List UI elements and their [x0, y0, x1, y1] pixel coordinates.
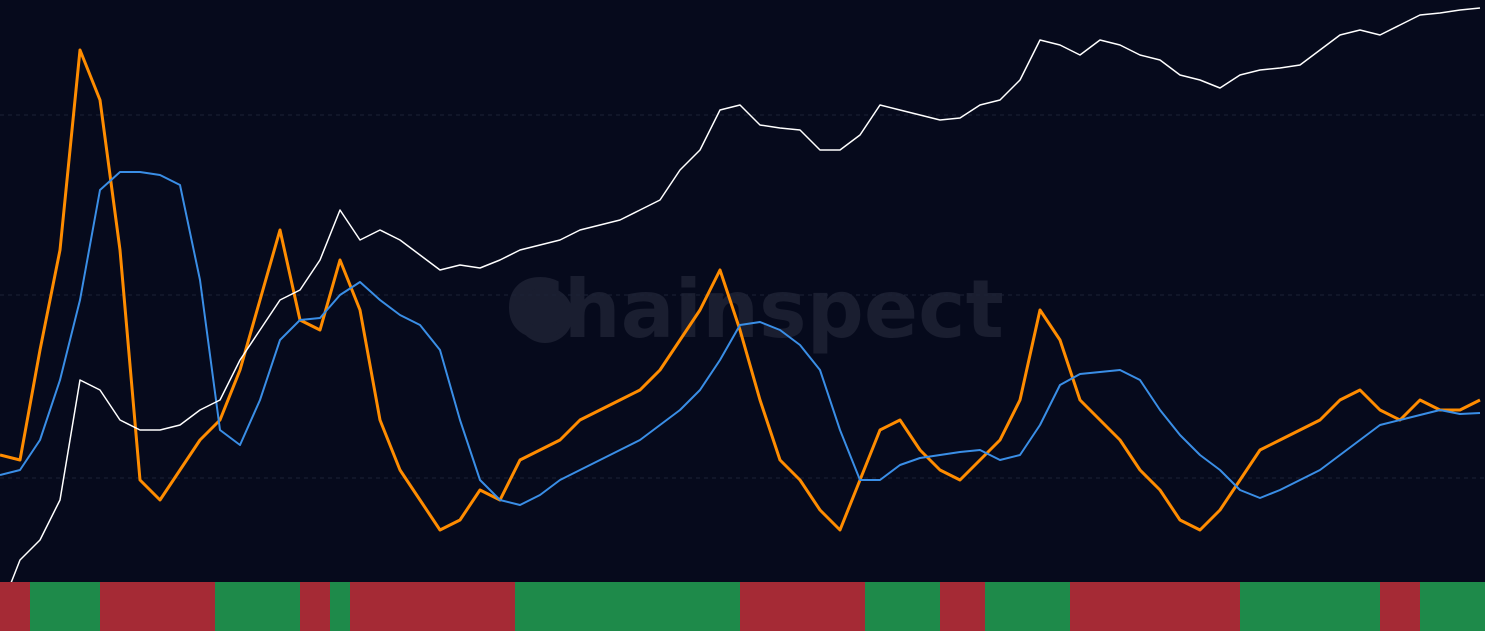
regime-segment: [30, 582, 100, 631]
regime-segment: [515, 582, 740, 631]
series-line: [0, 171, 1481, 506]
series-line: [0, 7, 1481, 612]
regime-segment: [940, 582, 985, 631]
regime-segment: [1240, 582, 1380, 631]
regime-segment: [350, 582, 515, 631]
regime-segment: [300, 582, 330, 631]
regime-segment: [330, 582, 350, 631]
regime-segment: [1420, 582, 1485, 631]
regime-segment: [100, 582, 215, 631]
regime-segment: [740, 582, 865, 631]
regime-segment: [215, 582, 300, 631]
regime-segment: [985, 582, 1070, 631]
regime-segment: [0, 582, 30, 631]
regime-segment: [1380, 582, 1420, 631]
watermark: Chainspect: [505, 263, 1004, 356]
watermark-logo: [517, 287, 573, 343]
regime-segment: [1070, 582, 1240, 631]
series-line: [0, 48, 1481, 532]
regime-segment: [865, 582, 940, 631]
